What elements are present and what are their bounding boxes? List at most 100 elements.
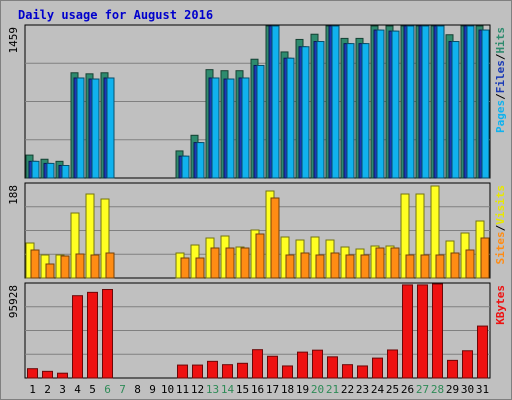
x-axis-tick-labels: 1 2 3 4 5 6 7 8 9 10 11 12 13 14 15 16 17 18 19 20 21 22 23 24 2… bbox=[29, 383, 489, 396]
bar-kbytes-day-27: KBytes 27: 95000 bbox=[417, 284, 428, 379]
bar-sites-day-23: Sites 23: 46 bbox=[360, 254, 370, 279]
bar-kbytes-day-12: KBytes 12: 13200 bbox=[192, 364, 203, 379]
bar-sites-day-15: Sites 15: 60 bbox=[240, 247, 250, 279]
x-tick-label-1: 1 bbox=[29, 383, 36, 396]
bar-sites-day-3: Sites 3: 44 bbox=[60, 255, 70, 279]
bar-sites-day-14: Sites 14: 60 bbox=[225, 247, 235, 279]
bar-kbytes-day-28: KBytes 28: 99000 bbox=[432, 283, 443, 379]
x-tick-label-6: 6 bbox=[104, 383, 111, 396]
side-label-mid: Sites/Visits bbox=[494, 185, 507, 265]
side-label-part: Pages bbox=[494, 100, 507, 133]
bar-pages-day-2: Pages 2: 140 bbox=[46, 162, 55, 179]
bar-sites-day-13: Sites 13: 60 bbox=[210, 247, 220, 279]
bar-pages-day-6: Pages 6: 960 bbox=[106, 77, 115, 179]
bar-sites-day-20: Sites 20: 46 bbox=[315, 254, 325, 279]
bar-kbytes-day-18: KBytes 18: 12300 bbox=[282, 365, 293, 379]
x-tick-label-10: 10 bbox=[161, 383, 174, 396]
bar-kbytes-day-5: KBytes 5: 87400 bbox=[87, 291, 98, 379]
side-label-part: KBytes bbox=[494, 285, 507, 325]
bar-visits-day-26: Visits 26: 168 bbox=[400, 193, 410, 279]
bar-visits-day-28: Visits 28: 184 bbox=[430, 185, 440, 279]
x-tick-label-30: 30 bbox=[461, 383, 474, 396]
side-label-part: Hits bbox=[494, 27, 507, 54]
bar-pages-day-20: Pages 20: 1310 bbox=[316, 41, 325, 179]
bar-kbytes-day-30: KBytes 30: 27800 bbox=[462, 350, 473, 379]
x-tick-label-19: 19 bbox=[296, 383, 309, 396]
bar-sites-day-29: Sites 29: 50 bbox=[450, 252, 460, 279]
bar-sites-day-1: Sites 1: 56 bbox=[30, 249, 40, 279]
bar-sites-day-16: Sites 16: 88 bbox=[255, 233, 265, 279]
bar-sites-day-12: Sites 12: 40 bbox=[195, 257, 205, 279]
bar-kbytes-day-16: KBytes 16: 28900 bbox=[252, 349, 263, 379]
x-tick-label-22: 22 bbox=[341, 383, 354, 396]
x-tick-label-20: 20 bbox=[311, 383, 324, 396]
max-label-bot: 95928 bbox=[7, 285, 20, 318]
bar-sites-day-5: Sites 5: 46 bbox=[90, 254, 100, 279]
x-tick-label-26: 26 bbox=[401, 383, 414, 396]
bar-pages-day-28: Pages 28: 1630 bbox=[436, 25, 445, 179]
bar-sites-day-26: Sites 26: 46 bbox=[405, 254, 415, 279]
bar-pages-day-11: Pages 11: 210 bbox=[181, 155, 190, 179]
bar-pages-day-29: Pages 29: 1310 bbox=[451, 41, 460, 179]
bar-kbytes-day-26: KBytes 26: 95000 bbox=[402, 284, 413, 379]
bar-pages-day-18: Pages 18: 1150 bbox=[286, 57, 295, 179]
bar-visits-day-6: Visits 6: 158 bbox=[100, 198, 110, 279]
x-tick-label-31: 31 bbox=[476, 383, 489, 396]
bar-kbytes-day-14: KBytes 14: 13600 bbox=[222, 364, 233, 379]
x-tick-label-4: 4 bbox=[74, 383, 81, 396]
bar-sites-day-11: Sites 11: 40 bbox=[180, 257, 190, 279]
side-label-part: / bbox=[494, 224, 507, 231]
bar-kbytes-day-24: KBytes 24: 20300 bbox=[372, 357, 383, 379]
bar-pages-day-15: Pages 15: 960 bbox=[241, 77, 250, 179]
panel-top: Hits 1: 220Files 1: 160Pages 1: 160Hits … bbox=[7, 24, 507, 179]
side-label-part: Sites bbox=[494, 231, 507, 264]
bar-sites-day-22: Sites 22: 46 bbox=[345, 254, 355, 279]
side-label-top: Pages/Files/Hits bbox=[494, 27, 507, 133]
bar-sites-day-31: Sites 31: 80 bbox=[480, 237, 490, 279]
x-tick-label-15: 15 bbox=[236, 383, 249, 396]
x-tick-label-3: 3 bbox=[59, 383, 66, 396]
x-tick-label-18: 18 bbox=[281, 383, 294, 396]
bar-sites-day-6: Sites 6: 50 bbox=[105, 252, 115, 279]
bar-sites-day-18: Sites 18: 46 bbox=[285, 254, 295, 279]
bar-kbytes-day-19: KBytes 19: 26400 bbox=[297, 351, 308, 379]
bar-sites-day-17: Sites 17: 160 bbox=[270, 197, 280, 279]
x-tick-label-11: 11 bbox=[176, 383, 189, 396]
x-tick-label-17: 17 bbox=[266, 383, 279, 396]
bar-sites-day-19: Sites 19: 50 bbox=[300, 252, 310, 279]
bar-sites-day-2: Sites 2: 28 bbox=[45, 263, 55, 279]
x-tick-label-2: 2 bbox=[44, 383, 51, 396]
x-tick-label-5: 5 bbox=[89, 383, 96, 396]
bar-pages-day-5: Pages 5: 950 bbox=[91, 78, 100, 179]
x-tick-label-24: 24 bbox=[371, 383, 385, 396]
bar-pages-day-14: Pages 14: 950 bbox=[226, 78, 235, 179]
bar-kbytes-day-15: KBytes 15: 15000 bbox=[237, 362, 248, 379]
bar-pages-day-4: Pages 4: 960 bbox=[76, 77, 85, 179]
bar-sites-day-24: Sites 24: 60 bbox=[375, 247, 385, 279]
x-tick-label-21: 21 bbox=[326, 383, 339, 396]
bar-pages-day-16: Pages 16: 1080 bbox=[256, 64, 265, 179]
bar-kbytes-day-4: KBytes 4: 84000 bbox=[72, 295, 83, 379]
bar-kbytes-day-25: KBytes 25: 28600 bbox=[387, 349, 398, 379]
x-tick-label-28: 28 bbox=[431, 383, 444, 396]
bar-visits-day-4: Visits 4: 130 bbox=[70, 212, 80, 279]
bar-kbytes-day-13: KBytes 13: 17000 bbox=[207, 360, 218, 379]
panel-mid: Visits 1: 70Sites 1: 56Visits 2: 46Sites… bbox=[7, 182, 507, 279]
x-tick-label-7: 7 bbox=[119, 383, 126, 396]
bar-pages-day-24: Pages 24: 1420 bbox=[376, 29, 385, 179]
bar-kbytes-day-23: KBytes 23: 12300 bbox=[357, 365, 368, 379]
bar-pages-day-3: Pages 3: 120 bbox=[61, 164, 70, 179]
x-tick-label-13: 13 bbox=[206, 383, 219, 396]
side-label-part: Visits bbox=[494, 185, 507, 225]
bar-kbytes-day-31: KBytes 31: 53000 bbox=[477, 325, 488, 379]
bar-sites-day-4: Sites 4: 48 bbox=[75, 253, 85, 279]
bar-pages-day-31: Pages 31: 1420 bbox=[481, 29, 490, 179]
side-label-bot: KBytes bbox=[494, 285, 507, 325]
bar-pages-day-25: Pages 25: 1410 bbox=[391, 30, 400, 179]
x-tick-label-8: 8 bbox=[134, 383, 141, 396]
x-tick-label-29: 29 bbox=[446, 383, 459, 396]
x-tick-label-14: 14 bbox=[221, 383, 235, 396]
max-label-top: 1459 bbox=[7, 27, 20, 54]
x-tick-label-25: 25 bbox=[386, 383, 399, 396]
